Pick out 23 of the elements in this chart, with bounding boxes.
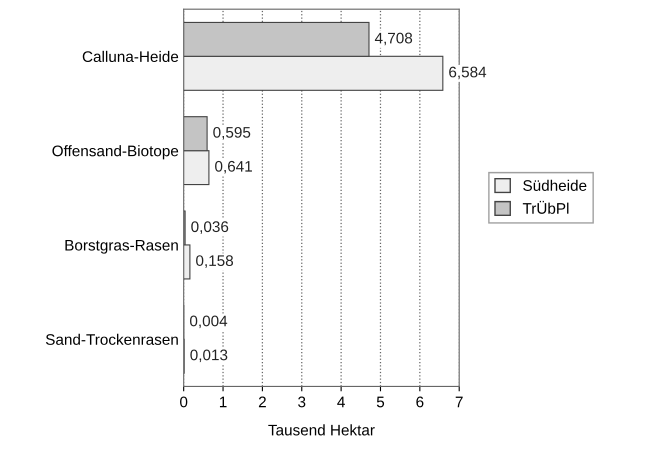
data-label: 4,708 [374, 32, 412, 46]
data-label: 6,584 [449, 66, 486, 80]
x-tick-label: 2 [258, 396, 266, 408]
x-tick-label: 5 [376, 396, 384, 408]
legend-label: TrÜbPl [522, 200, 568, 214]
data-label: 0,641 [215, 160, 252, 174]
x-tick-label: 1 [220, 396, 227, 408]
x-tick-label: 4 [337, 396, 345, 408]
legend-label: Südheide [523, 180, 586, 191]
data-label: 0,013 [190, 350, 228, 362]
x-axis-title: Tausend Hektar [268, 424, 375, 436]
y-tick-label: Sand-Trockenrasen [46, 334, 178, 345]
data-label: 0,158 [196, 255, 234, 268]
x-tick-label: 0 [180, 396, 188, 408]
data-label: 0,004 [190, 316, 228, 328]
y-tick-label: Borstgras-Rasen [65, 240, 178, 254]
y-tick-label: Calluna-Heide [82, 50, 178, 62]
data-label: 0,036 [191, 221, 228, 234]
y-tick-label: Offensand-Biotope [52, 145, 178, 160]
x-tick-label: 7 [456, 396, 463, 408]
x-tick-label: 3 [298, 396, 306, 408]
x-tick-label: 6 [416, 396, 424, 408]
data-label: 0,595 [213, 126, 250, 140]
